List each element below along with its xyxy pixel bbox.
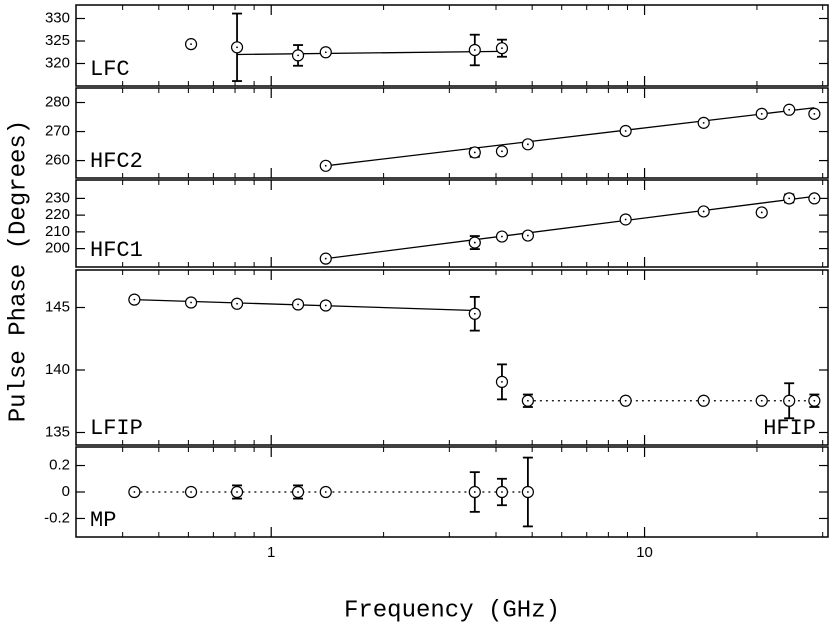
y-tick-label: 280 xyxy=(45,93,70,110)
point-dot xyxy=(813,112,816,115)
y-tick-label: 325 xyxy=(45,32,70,49)
point-dot xyxy=(324,51,327,54)
point-dot xyxy=(324,304,327,307)
y-tick-label: 320 xyxy=(45,54,70,71)
y-tick-label: 260 xyxy=(45,152,70,169)
point-dot xyxy=(133,491,136,493)
fit-line xyxy=(325,107,815,167)
point-dot xyxy=(501,380,503,383)
series-label: MP xyxy=(90,508,116,533)
point-dot xyxy=(501,47,503,50)
point-dot xyxy=(297,303,299,306)
point-dot xyxy=(190,491,192,493)
point-dot xyxy=(297,54,299,57)
x-tick-label: 10 xyxy=(636,544,653,561)
point-dot xyxy=(190,301,192,304)
x-tick-label: 1 xyxy=(267,544,275,561)
y-tick-label: 200 xyxy=(45,240,70,257)
point-dot xyxy=(473,49,476,51)
point-dot xyxy=(702,210,705,213)
y-tick-label: 145 xyxy=(45,298,70,315)
point-dot xyxy=(526,491,529,493)
point-dot xyxy=(813,399,816,402)
point-dot xyxy=(526,143,529,146)
y-axis-label: Pulse Phase (Degrees) xyxy=(5,120,32,422)
series-label: HFC2 xyxy=(90,149,143,174)
point-dot xyxy=(236,491,238,493)
point-dot xyxy=(473,151,476,154)
point-dot xyxy=(473,312,476,315)
point-dot xyxy=(788,399,791,402)
series-label: LFIP xyxy=(90,416,143,441)
point-dot xyxy=(324,491,327,493)
point-dot xyxy=(526,399,529,402)
y-tick-label: 140 xyxy=(45,361,70,378)
point-dot xyxy=(760,399,763,402)
y-tick-label: 220 xyxy=(45,206,70,223)
series-label: LFC xyxy=(90,57,130,82)
panel-frame xyxy=(75,269,829,446)
point-dot xyxy=(190,43,192,46)
y-tick-label: 230 xyxy=(45,189,70,206)
point-dot xyxy=(813,197,816,200)
point-dot xyxy=(297,491,299,493)
y-tick-label: 0.2 xyxy=(49,456,70,473)
point-dot xyxy=(473,241,476,244)
panel-frame xyxy=(75,4,829,87)
point-dot xyxy=(324,257,327,260)
panel-frame xyxy=(75,179,829,268)
point-dot xyxy=(236,46,238,49)
fit-line xyxy=(237,50,502,56)
point-dot xyxy=(624,130,627,132)
point-dot xyxy=(473,491,476,493)
panel-frame xyxy=(75,87,829,179)
point-dot xyxy=(501,235,503,238)
point-dot xyxy=(624,399,627,402)
point-dot xyxy=(324,164,327,167)
y-tick-label: 0 xyxy=(62,483,70,500)
y-tick-label: -0.2 xyxy=(44,509,70,526)
series-label: HFC1 xyxy=(90,238,143,263)
point-dot xyxy=(501,491,503,493)
point-dot xyxy=(788,197,791,200)
point-dot xyxy=(760,211,763,214)
point-dot xyxy=(526,234,529,237)
series-label: HFIP xyxy=(763,416,816,441)
point-dot xyxy=(624,218,627,221)
y-tick-label: 270 xyxy=(45,123,70,140)
x-axis-label: Frequency (GHz) xyxy=(344,597,560,624)
point-dot xyxy=(760,112,763,115)
y-tick-label: 135 xyxy=(45,423,70,440)
y-tick-label: 330 xyxy=(45,9,70,26)
point-dot xyxy=(133,298,136,301)
point-dot xyxy=(236,302,238,305)
point-dot xyxy=(702,121,705,124)
point-dot xyxy=(702,399,705,402)
point-dot xyxy=(501,150,503,153)
fit-line xyxy=(325,195,815,260)
point-dot xyxy=(788,108,791,111)
y-tick-label: 210 xyxy=(45,223,70,240)
